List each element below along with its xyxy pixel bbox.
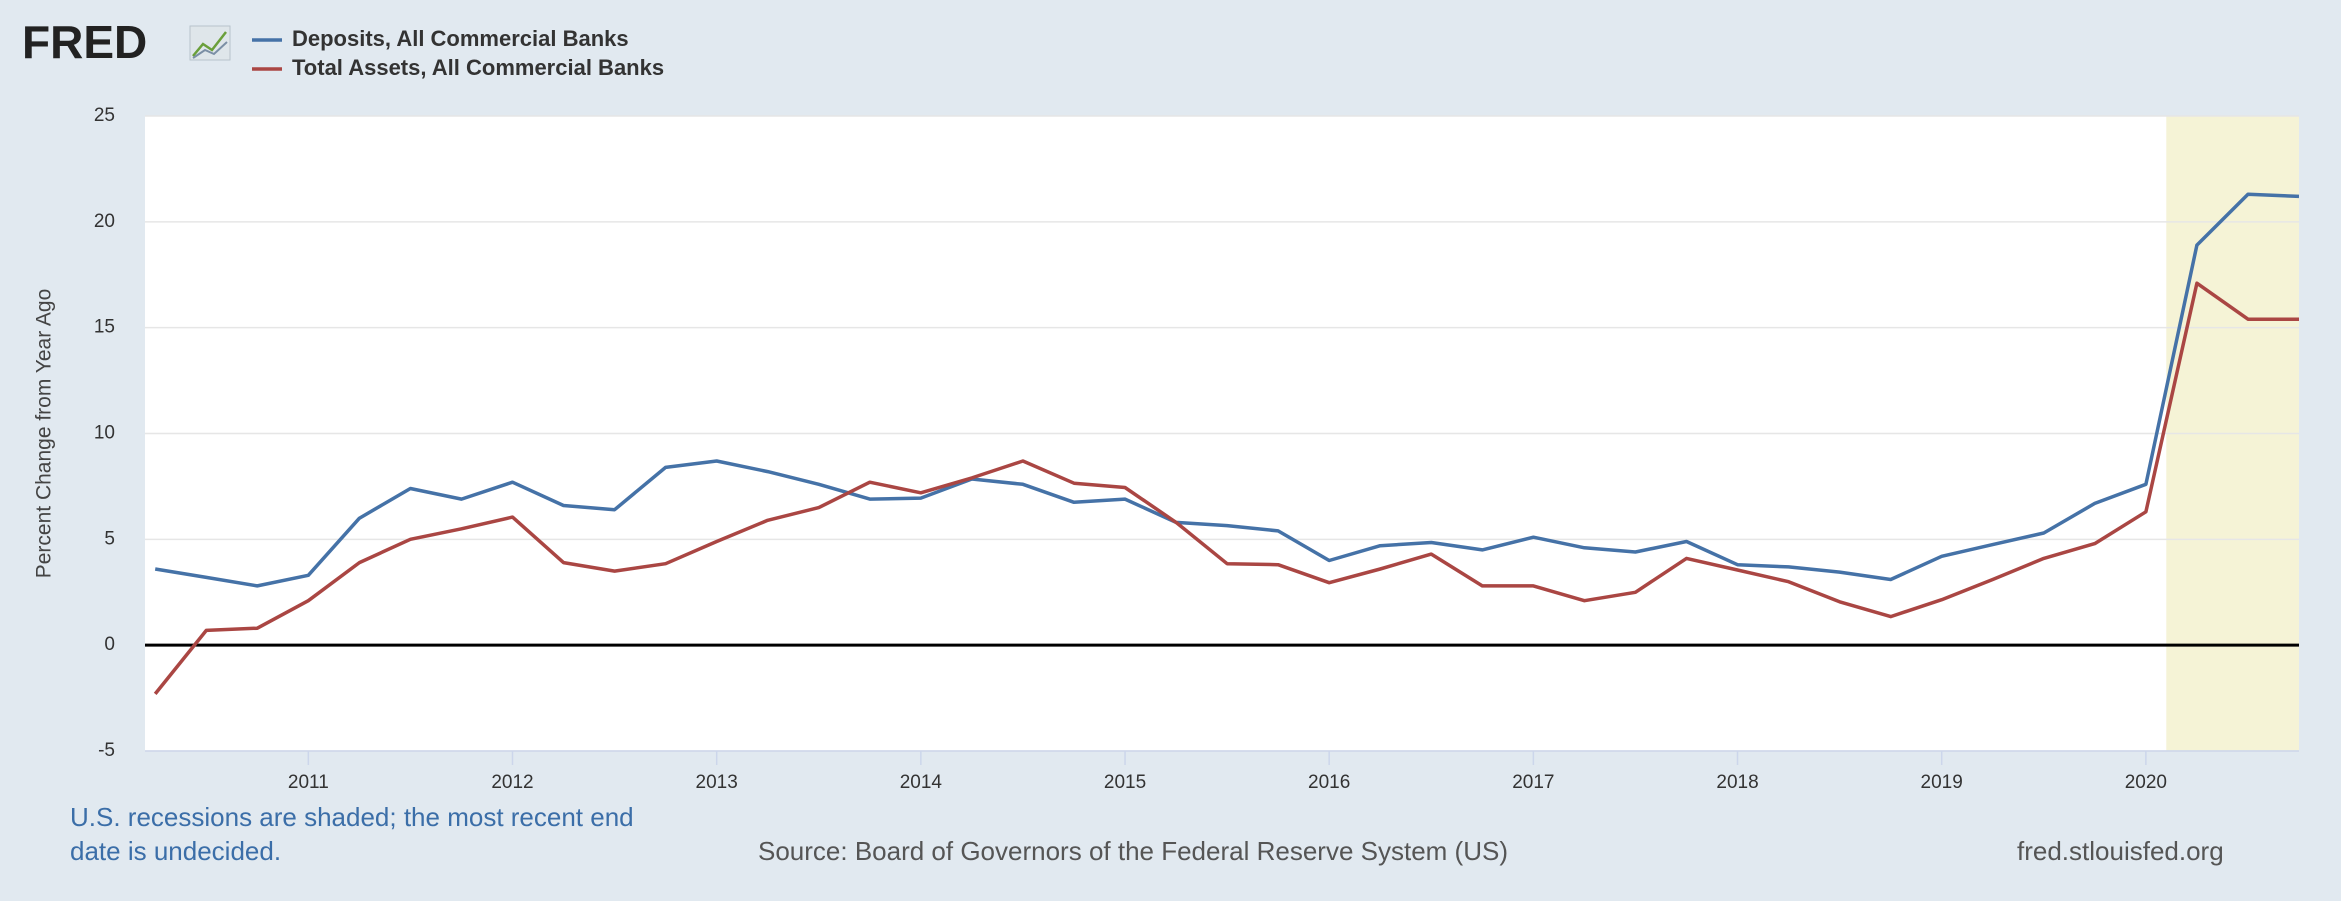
x-tick-label: 2018 [1716, 772, 1758, 793]
y-axis-label: Percent Change from Year Ago [33, 289, 56, 579]
y-tick-label: -5 [98, 740, 115, 761]
legend-label: Deposits, All Commercial Banks [292, 26, 629, 51]
legend-label: Total Assets, All Commercial Banks [292, 55, 664, 80]
logo: FRED [22, 16, 147, 68]
x-tick-label: 2015 [1104, 772, 1146, 793]
y-tick-label: 15 [94, 317, 115, 338]
y-tick-label: 0 [104, 634, 115, 655]
y-tick-label: 5 [104, 528, 115, 549]
source: Source: Board of Governors of the Federa… [758, 836, 1508, 866]
x-tick-label: 2016 [1308, 772, 1350, 793]
x-tick-label: 2014 [900, 772, 943, 793]
x-tick-label: 2019 [1921, 772, 1963, 793]
series-line [153, 281, 2299, 695]
logo-icon [189, 25, 231, 61]
series-line [154, 192, 2299, 588]
recession-note: U.S. recessions are shaded; the most rec… [70, 802, 634, 866]
y-tick-label: 20 [94, 211, 115, 232]
site-url: fred.stlouisfed.org [2017, 836, 2224, 866]
x-tick-label: 2020 [2125, 772, 2167, 793]
x-tick-label: 2011 [288, 772, 329, 793]
x-tick-label: 2017 [1512, 772, 1554, 793]
series-group [153, 192, 2299, 695]
y-tick-label: 10 [94, 423, 115, 444]
x-tick-label: 2012 [491, 772, 533, 793]
y-tick-label: 25 [94, 105, 115, 126]
x-tick-label: 2013 [696, 772, 738, 793]
